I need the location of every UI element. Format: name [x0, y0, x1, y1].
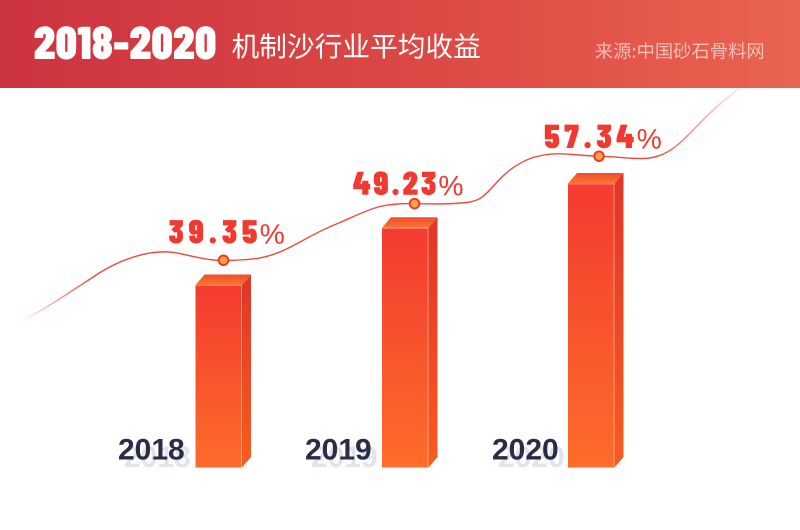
svg-text:2018: 2018 — [118, 434, 185, 467]
svg-text:2019: 2019 — [311, 441, 378, 474]
svg-text:2018: 2018 — [124, 441, 191, 474]
svg-text:2020: 2020 — [498, 441, 565, 474]
svg-text:2019: 2019 — [305, 434, 372, 467]
svg-text:2020: 2020 — [492, 434, 559, 467]
